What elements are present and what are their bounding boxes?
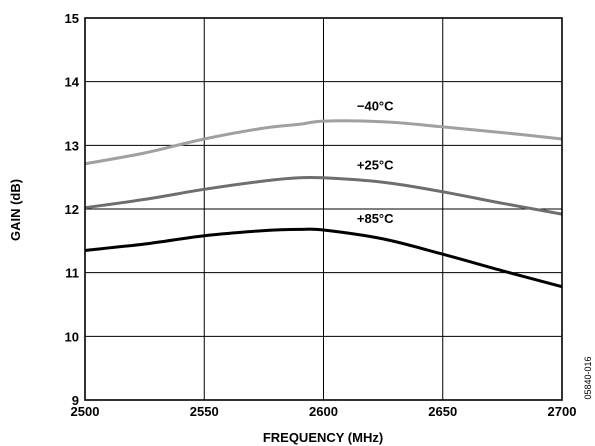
y-axis-label: GAIN (dB) [8,179,23,241]
y-tick-label: 12 [65,202,79,217]
y-tick-label: 14 [65,75,80,90]
series-label: −40°C [357,98,394,113]
x-tick-label: 2600 [309,404,338,419]
series-label: +85°C [357,211,394,226]
x-tick-label: 2550 [190,404,219,419]
series-label: +25°C [357,158,394,173]
grid-lines [85,18,562,400]
x-tick-label: 2500 [71,404,100,419]
series-labels: −40°C +25°C +85°C [357,98,394,226]
figure-id: 05840-016 [583,356,593,399]
x-tick-label: 2650 [428,404,457,419]
y-tick-label: 13 [65,138,79,153]
y-tick-label: 11 [65,266,79,281]
y-tick-label: 15 [65,11,79,26]
x-axis-label: FREQUENCY (MHz) [263,430,383,445]
x-tick-label: 2700 [548,404,577,419]
y-tick-label: 10 [65,329,79,344]
x-tick-labels: 2500 2550 2600 2650 2700 [71,404,577,419]
